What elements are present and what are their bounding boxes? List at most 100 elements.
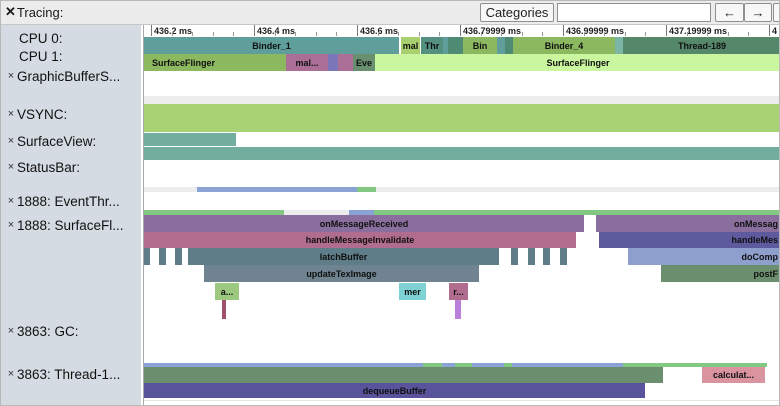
- cpu0-segment[interactable]: [505, 37, 513, 54]
- thread-slice[interactable]: dequeueBuffer: [144, 383, 645, 398]
- toolbar: ✕Tracing: Categories ← → ?: [1, 1, 779, 25]
- surfaceflinger-segment[interactable]: [144, 248, 150, 265]
- close-track-button[interactable]: ×: [7, 219, 15, 231]
- surfaceflinger-slice[interactable]: r...: [449, 283, 468, 300]
- app-icon: ✕: [5, 5, 16, 20]
- surfaceflinger-slice[interactable]: latchBuffer: [188, 248, 499, 265]
- ruler-minor-tick: [336, 32, 338, 36]
- help-button[interactable]: ?: [773, 3, 779, 22]
- surfaceview-segment[interactable]: [144, 147, 779, 160]
- surfaceflinger-segment[interactable]: [222, 300, 226, 319]
- close-track-button[interactable]: ×: [7, 135, 15, 147]
- thread-state-segment: [455, 363, 472, 367]
- cpu1-slice[interactable]: Eve: [353, 54, 375, 71]
- close-track-button[interactable]: ×: [7, 108, 15, 120]
- thread-state-segment: [423, 363, 442, 367]
- surfaceflinger-segment[interactable]: [175, 248, 182, 265]
- ruler-major-tick: [151, 25, 152, 36]
- surfaceflinger-slice[interactable]: handleMes: [599, 232, 779, 248]
- categories-button[interactable]: Categories: [480, 3, 554, 22]
- surfaceflinger-slice[interactable]: onMessag: [596, 215, 779, 232]
- surfaceflinger-state-segment: [144, 210, 284, 215]
- ruler-time-label: 436.2 ms: [154, 26, 193, 36]
- ruler-minor-tick: [583, 32, 585, 36]
- cpu0-slice[interactable]: Thread-189: [623, 37, 779, 54]
- forward-arrow-button[interactable]: →: [744, 3, 772, 22]
- surfaceflinger-slice[interactable]: a...: [215, 283, 239, 300]
- surfaceview-segment[interactable]: [144, 133, 236, 146]
- track-label: 3863: GC:: [17, 323, 79, 339]
- cpu1-segment[interactable]: [328, 54, 338, 71]
- surfaceflinger-slice[interactable]: mer: [399, 283, 426, 300]
- surfaceflinger-state-segment: [284, 210, 349, 215]
- ruler-minor-tick: [624, 32, 626, 36]
- surfaceflinger-segment[interactable]: [455, 300, 461, 319]
- track-label-row: × 3863: GC:: [1, 322, 141, 340]
- surfaceflinger-state-segment: [374, 210, 779, 215]
- ruler-minor-tick: [748, 32, 750, 36]
- cpu1-slice[interactable]: SurfaceFlinger: [375, 54, 779, 71]
- ruler-minor-tick: [707, 32, 709, 36]
- ruler-major-tick: [563, 25, 564, 36]
- close-track-button[interactable]: ×: [7, 195, 15, 207]
- ruler-time-label: 436.6 ms: [360, 26, 399, 36]
- surfaceflinger-slice[interactable]: postF: [661, 265, 779, 282]
- vsync-segment[interactable]: [144, 104, 779, 132]
- ruler-minor-tick: [171, 32, 173, 36]
- ruler-minor-tick: [727, 32, 729, 36]
- cpu1-slice[interactable]: mal...: [286, 54, 328, 71]
- cpu0-segment[interactable]: [615, 37, 623, 54]
- cpu0-slice[interactable]: Bin: [463, 37, 497, 54]
- track-label: VSYNC:: [17, 106, 68, 122]
- surfaceflinger-segment[interactable]: [159, 248, 166, 265]
- surfaceflinger-state-segment: [349, 210, 374, 215]
- surfaceflinger-slice[interactable]: doComp: [628, 248, 779, 265]
- ruler-minor-tick: [233, 32, 235, 36]
- cpu0-segment[interactable]: [448, 37, 463, 54]
- track-label: CPU 1:: [19, 48, 63, 64]
- cpu0-slice[interactable]: Thr: [421, 37, 443, 54]
- ruler-major-tick: [460, 25, 461, 36]
- ruler-time-label: 436.99999 ms: [566, 26, 625, 36]
- ruler-time-label: 4: [772, 26, 778, 36]
- close-track-button[interactable]: ×: [7, 368, 15, 380]
- trace-timeline[interactable]: 436.2 ms 436.4 ms 436.6 ms 436.79999 ms 436.…: [144, 25, 779, 405]
- thread-state-segment: [472, 363, 504, 367]
- cpu0-slice[interactable]: Binder_4: [513, 37, 615, 54]
- close-track-button[interactable]: ×: [7, 70, 15, 82]
- track-label: 1888: EventThr...: [17, 193, 120, 209]
- cpu1-segment[interactable]: [338, 54, 353, 71]
- back-arrow-button[interactable]: ←: [715, 3, 744, 22]
- search-input[interactable]: [557, 3, 711, 22]
- window-title: ✕ Tracing:: [5, 5, 64, 20]
- track-label: 1888: SurfaceFl...: [17, 217, 124, 233]
- surfaceflinger-slice[interactable]: handleMessageInvalidate: [144, 232, 576, 248]
- ruler-minor-tick: [274, 32, 276, 36]
- close-track-button[interactable]: ×: [7, 161, 15, 173]
- close-track-button[interactable]: ×: [7, 325, 15, 337]
- surfaceflinger-segment[interactable]: [543, 248, 550, 265]
- thread-state-segment: [144, 363, 423, 367]
- cpu1-slice[interactable]: SurfaceFlinger: [144, 54, 286, 71]
- track-label: CPU 0:: [19, 30, 63, 46]
- cpu0-segment[interactable]: [497, 37, 505, 54]
- thread-slice[interactable]: calculat...: [702, 367, 765, 383]
- surfaceflinger-segment[interactable]: [560, 248, 567, 265]
- track-label: 3863: Thread-1...: [17, 366, 121, 382]
- surfaceflinger-slice[interactable]: onMessageReceived: [144, 215, 584, 232]
- ruler-time-label: 436.79999 ms: [463, 26, 522, 36]
- ruler-minor-tick: [192, 32, 194, 36]
- thread-state-segment: [623, 363, 767, 367]
- cpu0-slice[interactable]: mal: [401, 37, 420, 54]
- track-label-row: × 1888: SurfaceFl...: [1, 216, 141, 234]
- ruler-minor-tick: [212, 32, 214, 36]
- surfaceflinger-segment[interactable]: [511, 248, 518, 265]
- thread-segment[interactable]: [144, 367, 663, 383]
- timeline-left-border: [143, 25, 144, 405]
- surfaceflinger-slice[interactable]: updateTexImage: [204, 265, 479, 282]
- eventthread-state-segment: [144, 187, 779, 192]
- cpu0-segment[interactable]: [443, 37, 448, 54]
- cpu0-slice[interactable]: Binder_1: [144, 37, 399, 54]
- surfaceflinger-segment[interactable]: [528, 248, 535, 265]
